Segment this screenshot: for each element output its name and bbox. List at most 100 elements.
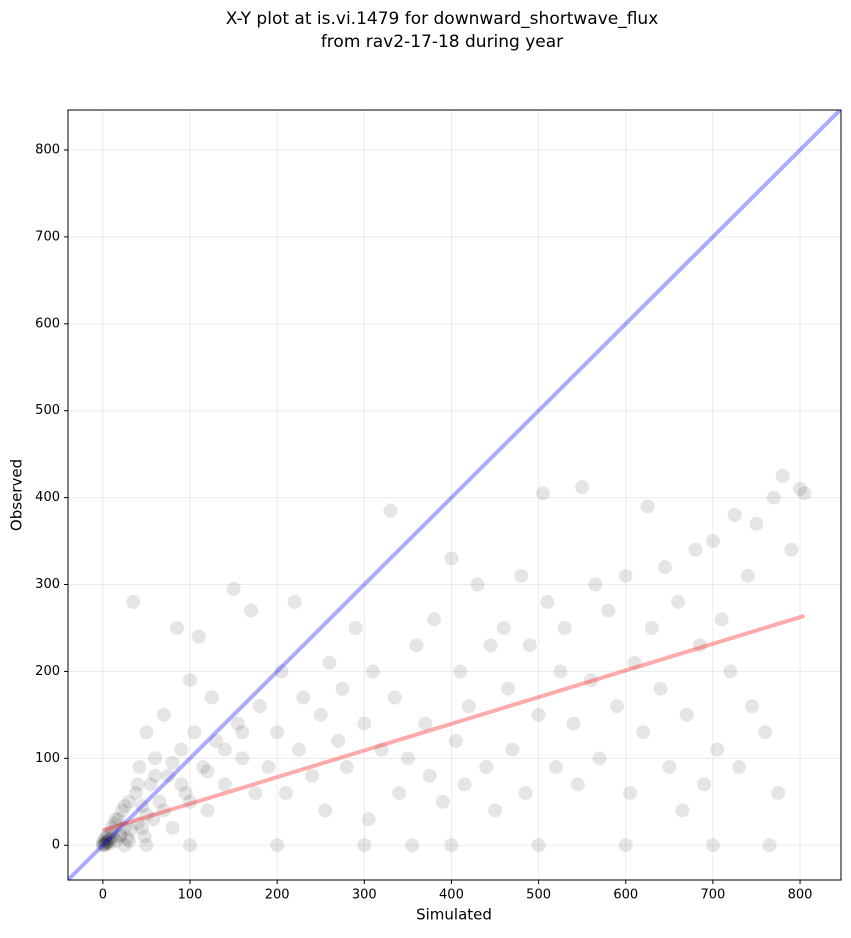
point [553, 664, 568, 679]
point [178, 786, 193, 801]
point [122, 833, 137, 848]
x-tick-label: 800 [788, 888, 813, 903]
grid [68, 110, 841, 880]
point [366, 664, 381, 679]
point [174, 742, 189, 757]
point [784, 542, 799, 557]
point [793, 481, 808, 496]
point [135, 799, 150, 814]
point [148, 751, 163, 766]
point [270, 838, 285, 853]
point [570, 777, 585, 792]
point [99, 835, 114, 850]
point [732, 760, 747, 775]
point [200, 803, 215, 818]
point [156, 707, 171, 722]
point [291, 742, 306, 757]
point [357, 716, 372, 731]
point [797, 486, 812, 501]
point [274, 664, 289, 679]
point [235, 725, 250, 740]
point [313, 707, 328, 722]
point [448, 733, 463, 748]
point [111, 812, 126, 827]
point [95, 836, 110, 851]
point [148, 768, 163, 783]
point [644, 620, 659, 635]
y-tick-label: 300 [35, 577, 60, 592]
y-tick-label: 700 [35, 229, 60, 244]
point [405, 838, 420, 853]
point [583, 673, 598, 688]
point [771, 786, 786, 801]
point [252, 699, 267, 714]
point [610, 699, 625, 714]
point [113, 829, 128, 844]
point [566, 716, 581, 731]
point [531, 838, 546, 853]
point [139, 838, 154, 853]
point [435, 794, 450, 809]
point [98, 831, 113, 846]
reference-line [68, 110, 841, 880]
point [535, 486, 550, 501]
point [392, 786, 407, 801]
y-axis-label: Observed [8, 459, 26, 531]
point [139, 807, 154, 822]
point [128, 786, 143, 801]
axes: 0 100 200 300 400 500 600 700 800 0 100 200 300 400 50… [35, 142, 812, 902]
point [191, 629, 206, 644]
point [592, 751, 607, 766]
point [174, 777, 189, 792]
point [209, 733, 224, 748]
point [143, 777, 158, 792]
point [727, 507, 742, 522]
point [108, 812, 123, 827]
point [361, 812, 376, 827]
point [196, 760, 211, 775]
point [161, 768, 176, 783]
x-tick-label: 500 [526, 888, 551, 903]
point [453, 664, 468, 679]
chart-title: from rav2-17-18 during year [321, 32, 563, 52]
point [549, 760, 564, 775]
point [636, 725, 651, 740]
point [461, 699, 476, 714]
point [108, 833, 123, 848]
point [496, 620, 511, 635]
point [99, 835, 114, 850]
x-axis-label: Simulated [416, 906, 492, 924]
point [540, 594, 555, 609]
point [514, 568, 529, 583]
point [505, 742, 520, 757]
point [623, 786, 638, 801]
x-tick-label: 100 [178, 888, 203, 903]
point [270, 725, 285, 740]
point [697, 777, 712, 792]
point [418, 716, 433, 731]
point [130, 816, 145, 831]
point [226, 581, 241, 596]
point [101, 834, 116, 849]
plot-area [68, 110, 841, 880]
point [627, 655, 642, 670]
point [101, 831, 116, 846]
point [749, 516, 764, 531]
point [137, 829, 152, 844]
x-tick-label: 600 [613, 888, 638, 903]
x-tick-label: 400 [439, 888, 464, 903]
point [322, 655, 337, 670]
point [657, 560, 672, 575]
point [357, 838, 372, 853]
point [653, 681, 668, 696]
point [745, 699, 760, 714]
point [762, 838, 777, 853]
point [115, 803, 130, 818]
point [132, 760, 147, 775]
point [383, 503, 398, 518]
point [97, 837, 112, 852]
point [675, 803, 690, 818]
point [156, 803, 171, 818]
chart-title: X-Y plot at is.vi.1479 for downward_shor… [226, 9, 659, 29]
point [102, 833, 117, 848]
